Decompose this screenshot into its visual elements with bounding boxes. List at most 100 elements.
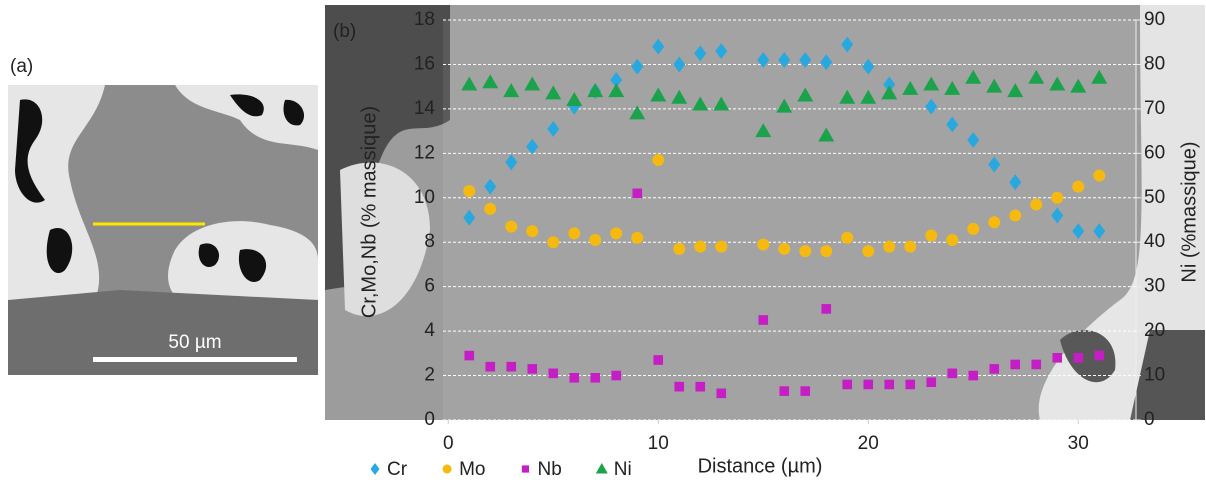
marker xyxy=(505,154,518,171)
marker xyxy=(989,364,1000,374)
marker xyxy=(862,58,875,75)
marker xyxy=(652,154,665,166)
marker xyxy=(631,58,644,75)
y2-tick-label: 20 xyxy=(1144,320,1165,341)
panel-label: (b) xyxy=(333,21,356,42)
marker xyxy=(694,240,707,253)
plot-area xyxy=(443,20,1136,420)
y-tick-label: 4 xyxy=(424,320,435,341)
y-tick-label: 6 xyxy=(424,276,435,297)
marker xyxy=(1030,198,1043,211)
x-tick-label: 0 xyxy=(443,433,454,454)
marker xyxy=(820,54,833,71)
y-axis-title: Cr,Mo,Nb (% massique) xyxy=(358,106,380,318)
y2-tick-label: 50 xyxy=(1144,187,1165,208)
marker xyxy=(946,116,959,133)
marker xyxy=(506,361,517,372)
y-tick-label: 18 xyxy=(414,9,435,30)
marker xyxy=(505,220,518,233)
marker xyxy=(485,361,496,372)
marker xyxy=(1091,69,1108,84)
marker xyxy=(799,245,812,258)
legend-marker xyxy=(521,465,530,473)
marker xyxy=(1051,191,1064,204)
marker xyxy=(1009,174,1022,191)
marker xyxy=(778,52,791,68)
marker xyxy=(547,120,560,137)
marker xyxy=(568,227,581,240)
marker xyxy=(461,76,478,91)
legend-label: Ni xyxy=(614,459,632,480)
marker xyxy=(694,45,707,62)
marker xyxy=(1093,169,1106,182)
marker xyxy=(862,245,875,258)
marker xyxy=(883,240,896,253)
marker xyxy=(881,85,898,100)
marker xyxy=(482,74,499,89)
marker xyxy=(610,227,623,240)
marker xyxy=(968,370,979,381)
marker xyxy=(884,379,895,390)
marker xyxy=(1093,223,1106,240)
y-tick-label: 2 xyxy=(424,365,435,386)
marker xyxy=(524,76,541,91)
marker xyxy=(1028,69,1045,84)
marker xyxy=(841,36,854,53)
marker xyxy=(1049,76,1066,91)
y-tick-label: 8 xyxy=(424,231,435,252)
y-tick-label: 10 xyxy=(414,187,435,208)
marker xyxy=(988,216,1001,229)
x-tick-label: 20 xyxy=(858,433,879,454)
marker xyxy=(503,83,520,98)
marker xyxy=(566,92,583,106)
marker xyxy=(713,96,730,111)
marker xyxy=(463,185,476,198)
marker xyxy=(464,350,475,361)
marker xyxy=(545,85,562,100)
marker xyxy=(716,388,727,399)
scale-bar-label: 50 µm xyxy=(168,332,221,353)
y2-tick-label: 70 xyxy=(1144,98,1165,119)
marker xyxy=(526,225,539,238)
legend-marker xyxy=(370,463,380,475)
marker xyxy=(755,123,772,138)
marker xyxy=(1007,83,1024,98)
marker xyxy=(925,98,938,115)
marker xyxy=(608,83,625,98)
marker xyxy=(610,72,623,88)
marker xyxy=(1072,180,1085,193)
marker xyxy=(905,379,916,390)
marker xyxy=(800,386,811,396)
marker xyxy=(695,381,706,392)
marker xyxy=(925,229,938,242)
x-tick-label: 10 xyxy=(648,433,669,454)
legend-marker xyxy=(442,464,452,474)
marker xyxy=(484,178,497,195)
marker xyxy=(839,89,856,104)
marker xyxy=(631,231,644,244)
marker xyxy=(673,56,686,73)
marker xyxy=(1052,352,1063,363)
marker xyxy=(569,372,580,383)
legend-label: Nb xyxy=(537,459,561,480)
marker xyxy=(778,242,791,255)
marker xyxy=(944,80,961,95)
marker xyxy=(799,52,812,68)
marker xyxy=(692,96,709,111)
marker xyxy=(1073,352,1084,363)
micrograph-a xyxy=(8,85,318,375)
marker xyxy=(650,87,667,102)
marker xyxy=(986,78,1003,93)
marker xyxy=(965,69,982,84)
y2-tick-label: 90 xyxy=(1144,9,1165,30)
marker xyxy=(674,381,685,392)
marker xyxy=(1094,350,1105,361)
marker xyxy=(904,240,917,253)
marker xyxy=(883,76,896,93)
marker xyxy=(946,234,959,246)
marker xyxy=(671,89,688,104)
marker xyxy=(611,370,622,381)
marker xyxy=(1072,223,1085,240)
marker xyxy=(526,138,539,155)
